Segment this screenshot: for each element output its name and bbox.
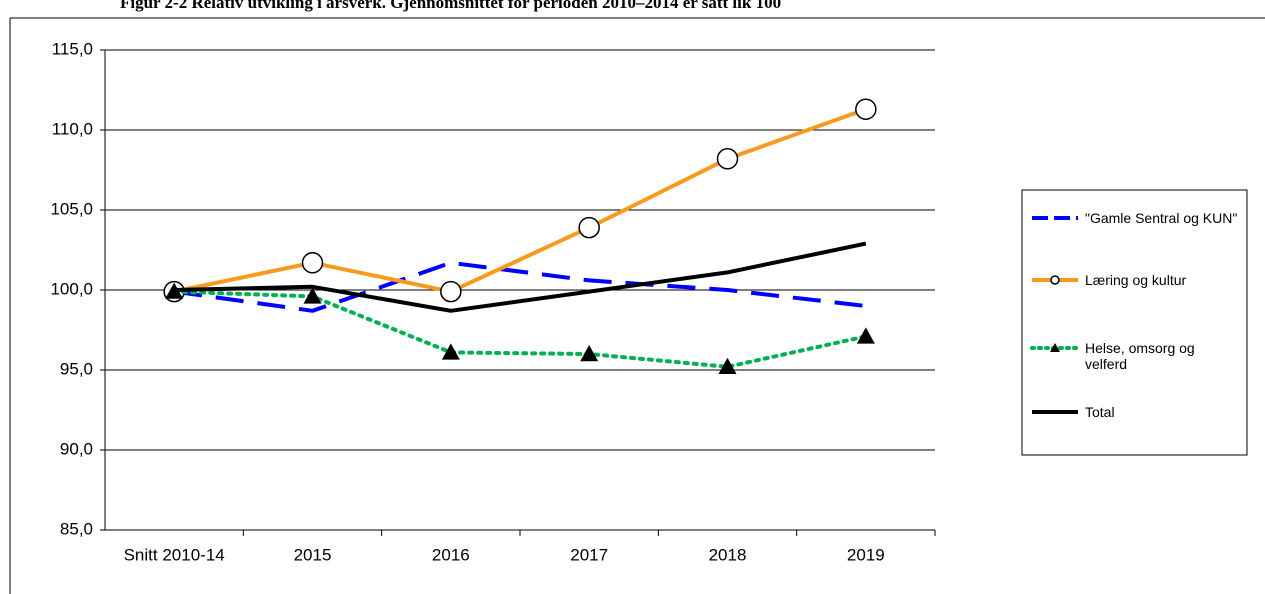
marker — [856, 327, 875, 344]
marker — [440, 280, 462, 303]
x-tick-label: 2016 — [432, 545, 470, 564]
y-tick-label: 85,0 — [60, 519, 93, 538]
series-line — [173, 260, 867, 313]
x-tick-label: 2019 — [847, 545, 885, 564]
y-tick-label: 95,0 — [60, 359, 93, 378]
x-tick-label: 2015 — [294, 545, 332, 564]
marker — [578, 216, 600, 239]
legend-label: Helse, omsorg og velferd — [1085, 340, 1195, 372]
legend-marker — [1050, 343, 1060, 352]
legend-label: Læring og kultur — [1085, 272, 1187, 288]
series-line — [172, 289, 868, 369]
marker — [441, 343, 460, 360]
x-tick-label: 2017 — [570, 545, 608, 564]
marker — [580, 345, 599, 362]
marker — [716, 148, 739, 170]
legend-label: "Gamle Sentral og KUN" — [1085, 210, 1238, 226]
y-tick-label: 105,0 — [50, 199, 93, 218]
marker — [718, 357, 737, 374]
y-tick-label: 100,0 — [50, 279, 93, 298]
marker — [303, 287, 322, 304]
chart-title: Figur 2-2 Relativ utvikling i årsverk. G… — [120, 0, 781, 12]
series-line — [174, 241, 867, 313]
x-tick-label: Snitt 2010-14 — [124, 545, 225, 564]
legend-marker — [1050, 275, 1060, 285]
series-line — [173, 107, 867, 294]
marker — [165, 282, 184, 299]
y-tick-label: 90,0 — [60, 439, 93, 458]
legend-box — [1021, 189, 1248, 456]
marker — [301, 252, 324, 274]
marker — [855, 98, 877, 120]
y-tick-label: 110,0 — [52, 119, 93, 138]
legend-label: Total — [1085, 404, 1115, 420]
x-tick-label: 2018 — [709, 545, 747, 564]
y-tick-label: 115,0 — [52, 39, 93, 58]
